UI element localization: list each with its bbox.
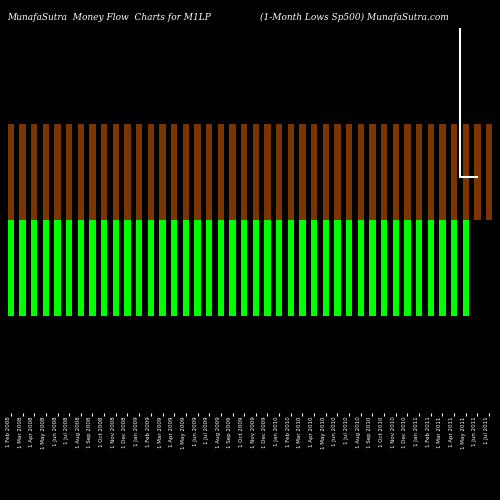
Bar — [112, 220, 119, 316]
Bar — [160, 124, 166, 220]
Bar — [486, 124, 492, 220]
Bar — [346, 124, 352, 220]
Bar — [346, 220, 352, 316]
Bar — [66, 124, 72, 220]
Bar — [241, 220, 248, 316]
Bar — [358, 124, 364, 220]
Bar — [136, 220, 142, 316]
Bar — [416, 220, 422, 316]
Bar — [218, 220, 224, 316]
Bar — [451, 220, 458, 316]
Bar — [288, 124, 294, 220]
Bar — [90, 220, 96, 316]
Bar — [334, 220, 340, 316]
Bar — [8, 124, 14, 220]
Bar — [206, 124, 212, 220]
Bar — [311, 124, 318, 220]
Bar — [462, 124, 469, 220]
Bar — [300, 124, 306, 220]
Text: MunafaSutra  Money Flow  Charts for M1LP: MunafaSutra Money Flow Charts for M1LP — [8, 12, 211, 22]
Bar — [78, 220, 84, 316]
Bar — [194, 220, 200, 316]
Bar — [112, 124, 119, 220]
Bar — [264, 220, 270, 316]
Bar — [171, 220, 177, 316]
Bar — [66, 220, 72, 316]
Bar — [42, 220, 49, 316]
Bar — [322, 124, 329, 220]
Bar — [381, 220, 388, 316]
Bar — [276, 220, 282, 316]
Bar — [252, 220, 259, 316]
Bar — [334, 124, 340, 220]
Bar — [8, 220, 14, 316]
Bar — [252, 124, 259, 220]
Bar — [42, 124, 49, 220]
Bar — [322, 220, 329, 316]
Bar — [171, 124, 177, 220]
Bar — [54, 220, 60, 316]
Bar — [54, 124, 60, 220]
Bar — [136, 124, 142, 220]
Bar — [148, 220, 154, 316]
Text: (1-Month Lows Sp500) MunafaSutra.com: (1-Month Lows Sp500) MunafaSutra.com — [260, 12, 449, 22]
Bar — [474, 124, 480, 220]
Bar — [20, 220, 26, 316]
Bar — [416, 124, 422, 220]
Bar — [194, 124, 200, 220]
Bar — [218, 124, 224, 220]
Bar — [78, 124, 84, 220]
Bar — [311, 220, 318, 316]
Bar — [392, 124, 399, 220]
Bar — [160, 220, 166, 316]
Bar — [148, 124, 154, 220]
Bar — [264, 124, 270, 220]
Bar — [440, 220, 446, 316]
Bar — [440, 124, 446, 220]
Bar — [404, 220, 410, 316]
Bar — [182, 124, 189, 220]
Bar — [276, 124, 282, 220]
Bar — [381, 124, 388, 220]
Bar — [288, 220, 294, 316]
Bar — [428, 220, 434, 316]
Bar — [462, 220, 469, 316]
Bar — [241, 124, 248, 220]
Bar — [101, 220, 107, 316]
Bar — [230, 220, 235, 316]
Bar — [370, 220, 376, 316]
Bar — [404, 124, 410, 220]
Bar — [300, 220, 306, 316]
Bar — [31, 124, 38, 220]
Bar — [358, 220, 364, 316]
Bar — [206, 220, 212, 316]
Bar — [90, 124, 96, 220]
Bar — [124, 124, 130, 220]
Bar — [182, 220, 189, 316]
Bar — [20, 124, 26, 220]
Bar — [101, 124, 107, 220]
Bar — [370, 124, 376, 220]
Bar — [451, 124, 458, 220]
Bar — [124, 220, 130, 316]
Bar — [392, 220, 399, 316]
Bar — [31, 220, 38, 316]
Bar — [428, 124, 434, 220]
Bar — [230, 124, 235, 220]
